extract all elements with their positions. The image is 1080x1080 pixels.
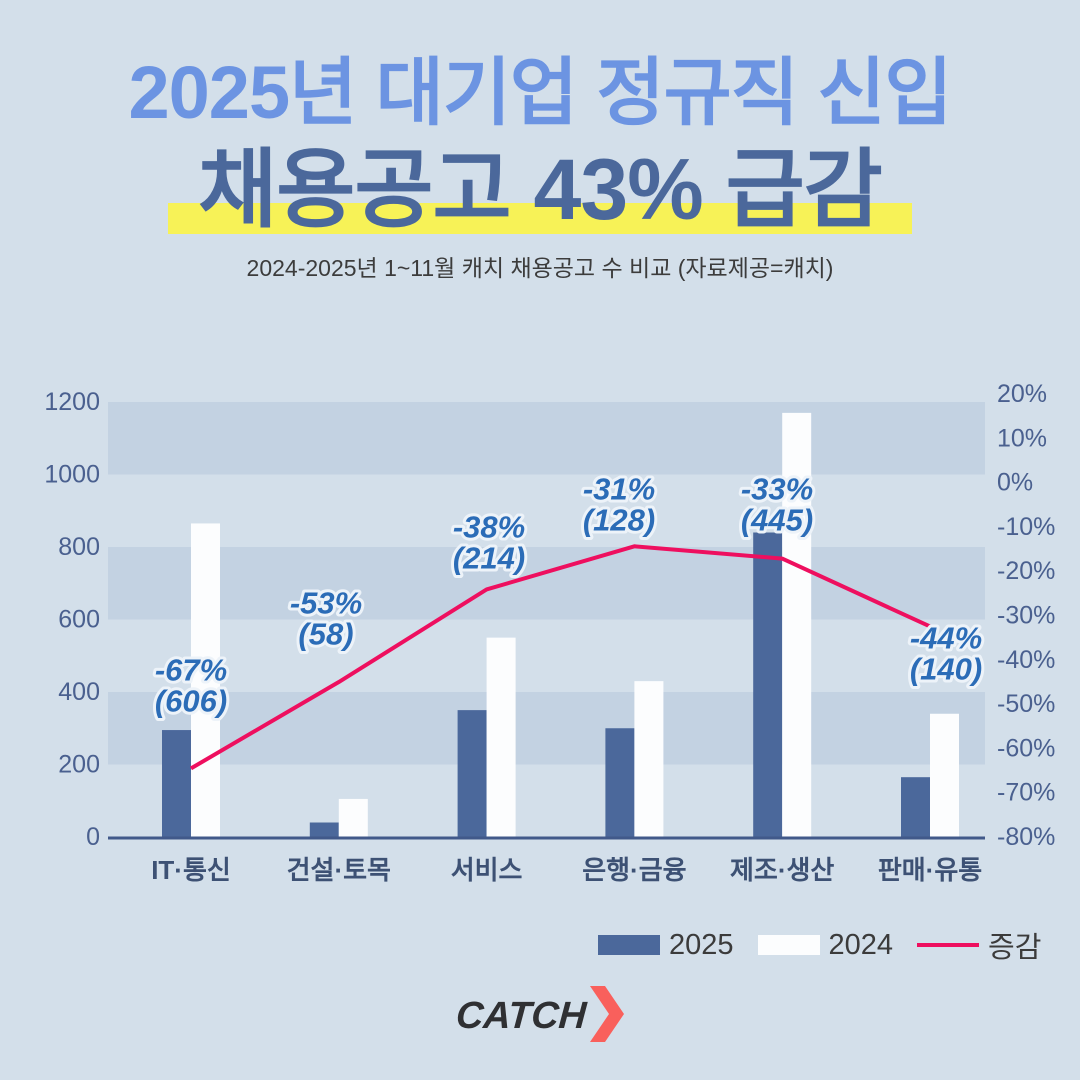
annotation-abs: (445) (741, 503, 813, 538)
left-axis-tick: 800 (58, 533, 100, 561)
page-title-line2: 채용공고 43% 급감 (198, 142, 883, 238)
category-label: 건설·토목 (287, 855, 391, 885)
left-axis-tick: 600 (58, 606, 100, 634)
annotation-abs: (128) (583, 503, 655, 538)
right-axis-tick: -80% (997, 823, 1055, 851)
right-axis-tick: -60% (997, 734, 1055, 762)
title-highlight-band (168, 203, 912, 234)
right-axis-tick: 20% (997, 380, 1047, 408)
page-title-line1: 2025년 대기업 정규직 신입 (128, 51, 952, 134)
right-axis-tick: 10% (997, 424, 1047, 452)
left-axis-tick: 0 (86, 823, 100, 851)
right-axis-tick: -70% (997, 779, 1055, 807)
left-axis-tick: 200 (58, 751, 100, 779)
right-axis-tick: -50% (997, 690, 1055, 718)
bar-2024 (782, 412, 812, 837)
right-axis-tick: -10% (997, 513, 1055, 541)
plot-stripe (108, 547, 985, 620)
bar-2024 (930, 713, 959, 837)
category-label: 제조·생산 (730, 855, 834, 885)
right-axis-tick: -30% (997, 602, 1055, 630)
legend-swatch-2 (917, 943, 980, 947)
category-label: 은행·금융 (582, 855, 686, 885)
legend-label-change: 증감 (988, 932, 1042, 964)
bar-2025 (309, 822, 339, 837)
annotation-pct: -33% (741, 472, 813, 507)
bar-2025 (605, 728, 635, 837)
annotation-pct: -38% (453, 510, 525, 545)
annotation-pct: -53% (290, 586, 362, 621)
page-subtitle: 2024-2025년 1~11월 캐치 채용공고 수 비교 (자료제공=캐치) (246, 255, 834, 281)
trend-line (189, 544, 931, 771)
annotation-pct: -44% (910, 621, 982, 656)
annotation-abs: (58) (298, 617, 353, 652)
left-axis-tick: 1000 (44, 461, 100, 489)
logo-arrow-icon (590, 986, 625, 1042)
right-axis-tick: -40% (997, 646, 1055, 674)
plot-stripe (108, 402, 985, 475)
bar-2025 (457, 710, 487, 837)
legend-label-2024: 2024 (828, 928, 894, 961)
bar-2024 (486, 637, 516, 837)
bar-2024 (634, 681, 664, 837)
legend-swatch-0 (598, 935, 660, 955)
left-axis-tick: 400 (58, 678, 100, 706)
bar-2024 (191, 523, 220, 837)
annotation-pct: -67% (155, 653, 227, 688)
annotation-abs: (214) (453, 541, 525, 576)
category-label: 서비스 (451, 855, 523, 885)
catch-logo-text: CATCH (454, 994, 588, 1037)
plot-stripe (108, 692, 985, 765)
annotation-pct: -31% (583, 472, 655, 507)
annotation-abs: (140) (910, 652, 982, 687)
right-axis-tick: 0% (997, 469, 1033, 497)
bar-2025 (901, 777, 930, 837)
legend-label-2025: 2025 (669, 928, 734, 961)
chart-legend: 2025 2024 증감 (598, 924, 1041, 966)
right-axis-tick: -20% (997, 557, 1055, 585)
legend-swatch-1 (757, 935, 820, 955)
legend-item-2025: 2025 (598, 929, 734, 962)
bar-2024 (338, 798, 368, 837)
bar-2025 (162, 730, 191, 837)
category-label: IT·통신 (151, 855, 231, 885)
bar-2025 (753, 532, 783, 837)
legend-item-change: 증감 (917, 924, 1041, 966)
legend-item-2024: 2024 (757, 928, 894, 962)
category-label: 판매·유통 (878, 855, 982, 885)
left-axis-tick: 1200 (44, 388, 100, 416)
catch-logo: CATCH (0, 986, 1080, 1042)
annotation-abs: (606) (155, 684, 227, 719)
